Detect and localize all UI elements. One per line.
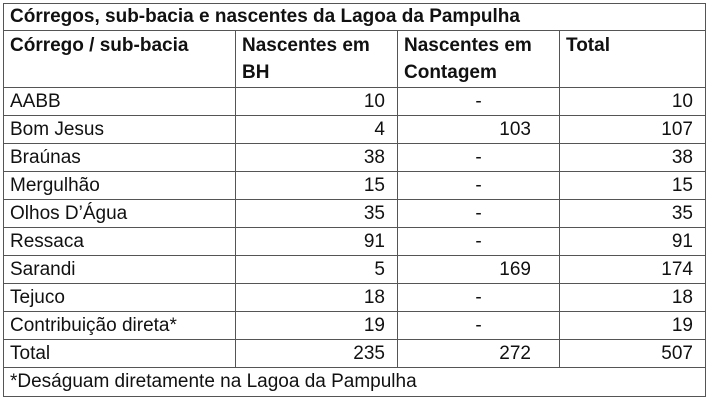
cell-stream: Contribuição direta* (4, 312, 236, 339)
table-row: Contribuição direta* 19 - 19 (4, 312, 705, 340)
cell-total: 107 (661, 119, 693, 140)
cell-contagem: - (398, 200, 560, 227)
cell-total: 174 (661, 259, 693, 280)
cell-stream: Mergulhão (4, 172, 236, 199)
cell-contagem: - (398, 312, 560, 339)
table-footnote-row: *Deságuam diretamente na Lagoa da Pampul… (4, 368, 705, 396)
table-row: Sarandi 5 169 174 (4, 256, 705, 284)
cell-contagem: 103 (398, 116, 560, 143)
cell-total: 10 (671, 91, 693, 112)
cell-stream: Sarandi (4, 256, 236, 283)
cell-total: 15 (671, 175, 693, 196)
cell-stream: Olhos D’Água (4, 200, 236, 227)
table-row: Tejuco 18 - 18 (4, 284, 705, 312)
cell-stream: AABB (4, 88, 236, 115)
cell-bh: 91 (236, 228, 398, 255)
table-row: Braúnas 38 - 38 (4, 144, 705, 172)
cell-total: 18 (671, 287, 693, 308)
cell-bh: 35 (236, 200, 398, 227)
cell-stream: Ressaca (4, 228, 236, 255)
table-footnote: *Deságuam diretamente na Lagoa da Pampul… (10, 371, 417, 392)
table-row: Ressaca 91 - 91 (4, 228, 705, 256)
table-row: Mergulhão 15 - 15 (4, 172, 705, 200)
cell-contagem: 169 (398, 256, 560, 283)
header-stream: Córrego / sub-bacia (4, 31, 236, 87)
cell-contagem: - (398, 228, 560, 255)
cell-total: 35 (671, 203, 693, 224)
table-header-row: Córrego / sub-bacia Nascentes em BH Nasc… (4, 31, 705, 88)
cell-bh: 10 (236, 88, 398, 115)
cell-contagem: - (398, 172, 560, 199)
cell-bh: 38 (236, 144, 398, 171)
cell-total: 19 (671, 315, 693, 336)
cell-bh: 19 (236, 312, 398, 339)
cell-contagem: - (398, 144, 560, 171)
table-title-row: Córregos, sub-bacia e nascentes da Lagoa… (4, 4, 705, 31)
cell-stream: Total (4, 340, 236, 367)
cell-contagem: - (398, 284, 560, 311)
cell-stream: Bom Jesus (4, 116, 236, 143)
header-contagem-springs: Nascentes em Contagem (398, 31, 560, 87)
cell-bh: 235 (236, 340, 398, 367)
cell-total: 38 (671, 147, 693, 168)
cell-contagem: 272 (398, 340, 560, 367)
springs-table: Córregos, sub-bacia e nascentes da Lagoa… (3, 3, 706, 397)
table-row: Bom Jesus 4 103 107 (4, 116, 705, 144)
cell-stream: Braúnas (4, 144, 236, 171)
cell-bh: 15 (236, 172, 398, 199)
cell-stream: Tejuco (4, 284, 236, 311)
table-row: AABB 10 - 10 (4, 88, 705, 116)
table-title: Córregos, sub-bacia e nascentes da Lagoa… (10, 6, 520, 27)
cell-bh: 18 (236, 284, 398, 311)
cell-total: 507 (661, 343, 693, 364)
table-total-row: Total 235 272 507 (4, 340, 705, 368)
table-row: Olhos D’Água 35 - 35 (4, 200, 705, 228)
cell-contagem: - (398, 88, 560, 115)
cell-bh: 5 (236, 256, 398, 283)
header-total: Total (566, 35, 610, 56)
cell-total: 91 (671, 231, 693, 252)
cell-bh: 4 (236, 116, 398, 143)
header-bh-springs: Nascentes em BH (236, 31, 398, 87)
